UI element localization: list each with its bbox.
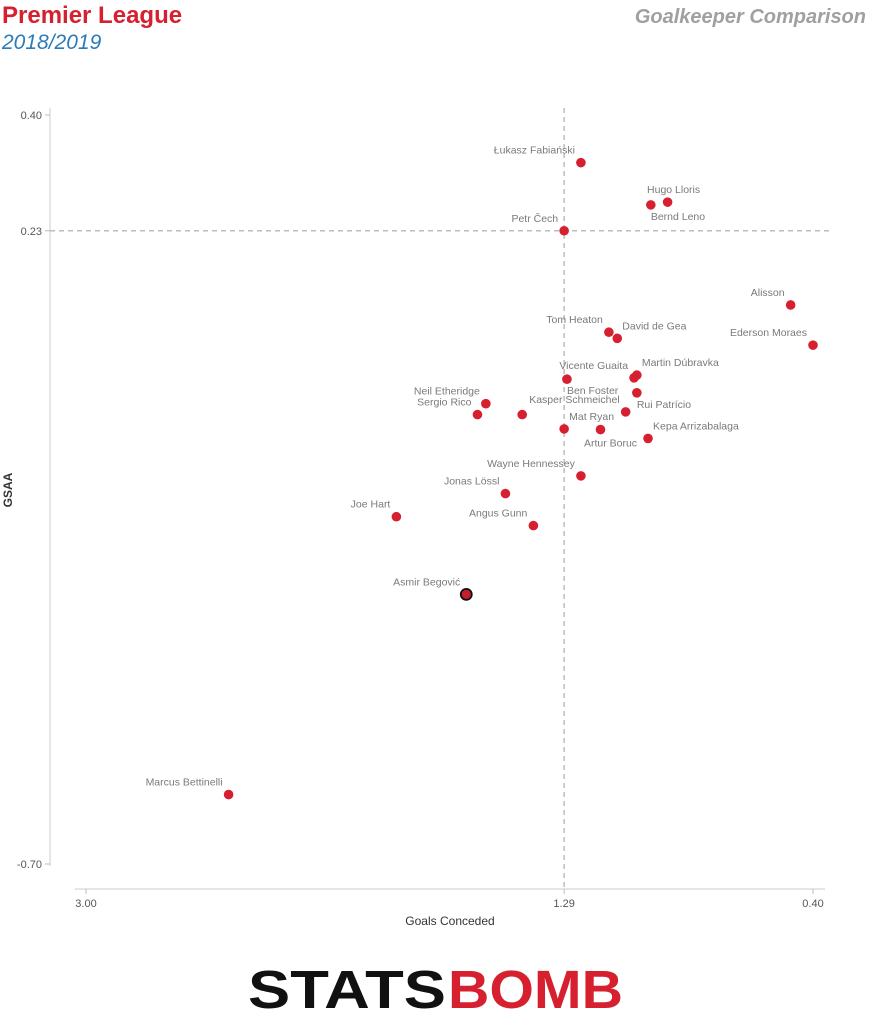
data-point-label: Wayne Hennessey [487, 458, 575, 470]
data-point-label: Joe Hart [351, 499, 391, 511]
data-point [559, 424, 569, 434]
data-point-label: Martin Dúbravka [642, 357, 719, 369]
y-tick-label: 0.23 [21, 226, 42, 238]
data-point [643, 433, 653, 444]
data-point [472, 409, 483, 420]
data-point [559, 225, 569, 236]
chart-title: Premier League [2, 2, 183, 29]
x-tick-label: 3.00 [75, 898, 96, 910]
data-point [576, 471, 586, 481]
x-axis-label: Goals Conceded [405, 914, 494, 928]
data-point [662, 197, 673, 207]
data-point [632, 370, 642, 380]
data-point [481, 398, 491, 409]
scatter-chart: 0.40 0.23 -0.70 3.00 1.29 0.40 Goals Conceded G… [1, 108, 830, 928]
data-point-label: Kasper Schmeichel [529, 394, 619, 406]
data-point [785, 300, 796, 310]
data-point-label: David de Gea [622, 320, 686, 332]
data-point [604, 327, 614, 338]
data-point [646, 200, 656, 210]
data-point [620, 407, 631, 417]
data-point-label: Bernd Leno [651, 211, 705, 223]
data-point [595, 424, 606, 435]
data-point [391, 511, 402, 522]
data-point-label: Petr Čech [511, 212, 558, 225]
data-point [576, 157, 586, 168]
data-point-label: Jonas Lössl [444, 476, 499, 488]
data-point [223, 789, 234, 800]
statsbomb-logo: STATS BOMB [248, 960, 623, 1016]
data-point-label: Tom Heaton [546, 314, 603, 326]
data-point-label: Hugo Lloris [647, 184, 700, 196]
data-point [528, 520, 539, 531]
data-point-label: Ben Foster [567, 385, 619, 397]
logo-part-bomb: BOMB [448, 960, 623, 1016]
x-tick-label: 0.40 [802, 898, 823, 910]
data-point-label: Łukasz Fabiański [494, 145, 575, 157]
y-tick-label: 0.40 [21, 110, 42, 122]
x-tick-label: 1.29 [553, 898, 574, 910]
y-tick-label: -0.70 [17, 859, 42, 871]
data-point [517, 409, 527, 420]
season-subtitle: 2018/2019 [2, 31, 102, 54]
data-point-label: Asmir Begović [393, 576, 460, 588]
comparison-title: Goalkeeper Comparison [634, 6, 866, 28]
data-point-label: Mat Ryan [569, 411, 614, 423]
data-point-label: Rui Patrício [637, 399, 691, 411]
data-point-label: Alisson [751, 287, 785, 299]
data-point [808, 340, 818, 350]
data-point-label: Marcus Bettinelli [146, 777, 223, 789]
data-point [632, 388, 642, 398]
data-point-label: Kepa Arrizabalaga [653, 420, 739, 432]
data-point [612, 333, 623, 344]
data-point-highlight [459, 587, 473, 601]
data-point-label: Vicente Guaita [559, 360, 628, 372]
y-axis-label: GSAA [1, 472, 15, 507]
data-point-label: Sergio Rico [417, 397, 471, 409]
data-point-label: Neil Etheridge [414, 386, 480, 398]
logo-part-stats: STATS [248, 960, 446, 1016]
data-point [562, 374, 572, 384]
data-point [500, 488, 511, 499]
data-point-label: Artur Boruc [584, 438, 637, 450]
data-point-label: Angus Gunn [469, 508, 528, 520]
data-point-label: Ederson Moraes [730, 327, 807, 339]
